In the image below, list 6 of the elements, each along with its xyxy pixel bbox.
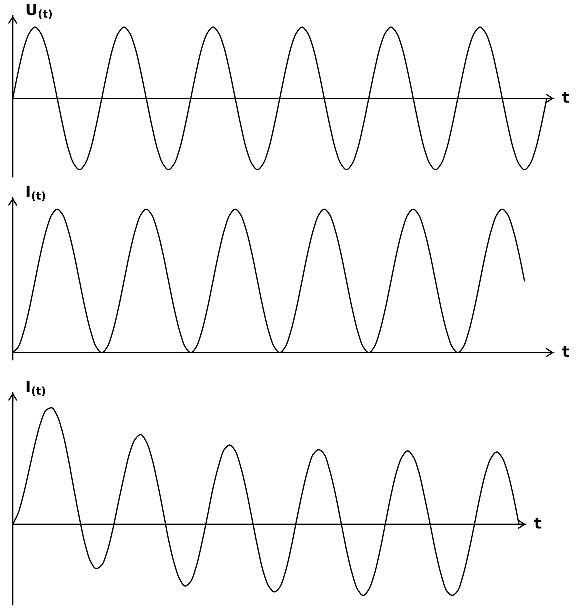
y-axis-title: U$_{(t)}$ (26, 4, 52, 20)
x-axis-title: t (562, 92, 570, 103)
x-axis-title: t (562, 346, 570, 358)
y-axis-title: I$_{(t)}$ (26, 381, 46, 396)
y-axis-title: I$_{(t)}$ (26, 186, 46, 202)
x-axis-title: t (534, 518, 542, 529)
